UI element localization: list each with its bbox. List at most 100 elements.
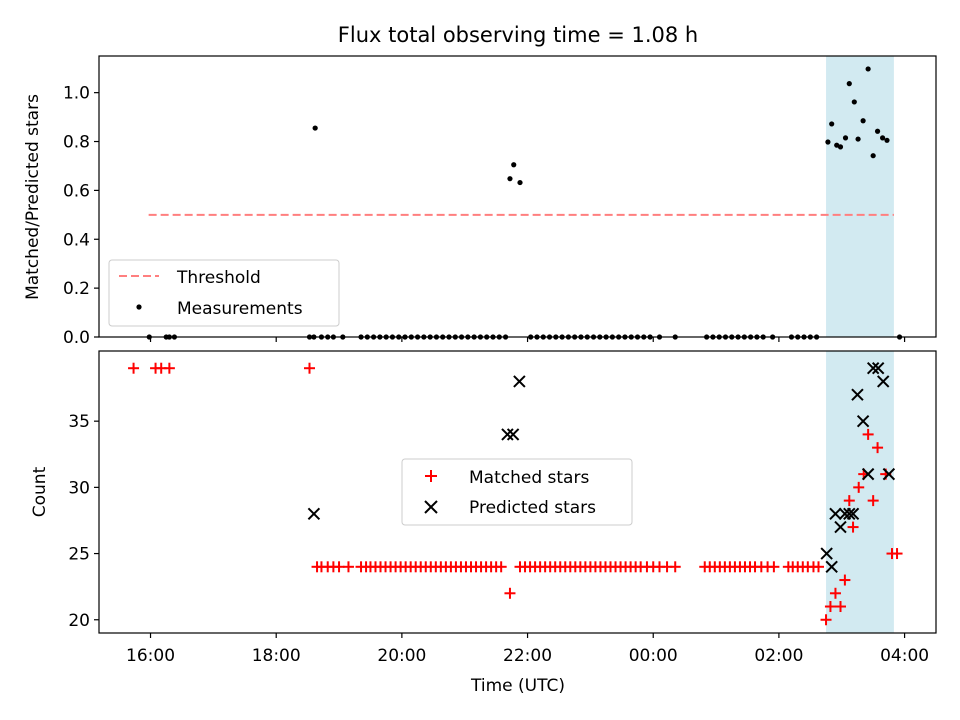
x-tick-label: 04:00 xyxy=(880,646,929,666)
top-y-tick-label: 1.0 xyxy=(63,84,90,104)
matched-star-marker xyxy=(669,561,681,573)
bottom-y-axis: 20 25 30 35 xyxy=(68,412,99,631)
predicted-star-marker xyxy=(513,375,526,388)
predicted-star-marker xyxy=(506,428,520,441)
matched-star-marker xyxy=(872,442,884,454)
legend-measurements-swatch xyxy=(136,304,142,310)
bottom-y-tick-label: 30 xyxy=(68,478,90,498)
top-highlight-span xyxy=(826,56,894,337)
matched-star-marker xyxy=(768,561,780,573)
x-axis-label: Time (UTC) xyxy=(470,676,565,696)
matched-star-marker xyxy=(333,561,345,573)
matched-star-marker xyxy=(834,601,846,613)
measurement-point xyxy=(511,162,517,168)
predicted-star-marker xyxy=(851,388,864,401)
bottom-y-tick-label: 35 xyxy=(68,412,90,432)
bottom-legend: Matched stars Predicted stars xyxy=(401,458,633,526)
measurement-point xyxy=(825,139,831,145)
top-y-tick-label: 0.6 xyxy=(63,181,90,201)
x-tick-label: 20:00 xyxy=(377,646,426,666)
legend-threshold-label: Threshold xyxy=(176,268,261,288)
legend-matched-swatch xyxy=(425,470,437,482)
x-tick-label: 18:00 xyxy=(252,646,301,666)
matched-star-marker xyxy=(829,587,841,599)
measurement-point xyxy=(855,136,861,142)
measurement-point xyxy=(517,179,523,186)
matched-star-marker xyxy=(342,561,354,573)
legend-predicted-swatch xyxy=(424,500,438,514)
measurement-point xyxy=(860,118,866,124)
legend-predicted-label: Predicted stars xyxy=(469,498,596,518)
predicted-star-marker xyxy=(829,507,842,521)
matched-star-marker xyxy=(820,614,832,626)
measurement-point xyxy=(507,176,513,182)
predicted-star-marker xyxy=(843,507,856,521)
top-plot-frame xyxy=(98,55,937,338)
matched-star-marker xyxy=(304,362,316,374)
measurement-point xyxy=(837,144,844,150)
measurement-point xyxy=(312,125,318,131)
legend-measurements-label: Measurements xyxy=(177,299,303,319)
matched-star-marker xyxy=(504,587,516,599)
predicted-star-marker xyxy=(501,428,514,441)
predicted-star-marker xyxy=(307,507,321,521)
measurement-point xyxy=(829,121,835,127)
matched-star-marker xyxy=(891,548,903,560)
legend-matched-label: Matched stars xyxy=(469,468,589,488)
matched-star-marker xyxy=(128,362,140,374)
predicted-star-marker xyxy=(825,560,838,574)
bottom-panel: 20 25 30 35 16:00 18:00 20:00 22:00 00:00 02:00 0… xyxy=(30,350,937,696)
matched-star-marker xyxy=(862,428,874,440)
measurement-point xyxy=(874,128,881,134)
bottom-plot-frame xyxy=(98,350,937,634)
bottom-y-tick-label: 20 xyxy=(68,611,90,631)
measurement-point xyxy=(846,81,852,87)
top-y-tick-label: 0.0 xyxy=(63,328,90,348)
measurement-point xyxy=(884,137,890,143)
measurement-point xyxy=(842,135,849,141)
chart-title: Flux total observing time = 1.08 h xyxy=(338,23,698,47)
bottom-legend-box xyxy=(401,458,633,526)
measurement-point xyxy=(865,66,871,72)
top-y-tick-label: 0.4 xyxy=(63,230,90,250)
x-tick-label: 02:00 xyxy=(754,646,803,666)
predicted-star-marker xyxy=(861,467,875,481)
top-panel: 0.0 0.2 0.4 0.6 0.8 1.0 Matched/Predicted sta… xyxy=(23,55,937,348)
measurement-point xyxy=(851,99,857,105)
matched-star-marker xyxy=(853,481,865,493)
matched-star-marker xyxy=(839,574,851,586)
matched-star-marker xyxy=(812,561,824,573)
bottom-x-axis: 16:00 18:00 20:00 22:00 00:00 02:00 04:00 xyxy=(126,633,929,666)
matched-star-marker xyxy=(495,561,507,573)
predicted-star-marker xyxy=(882,467,896,481)
top-legend: Threshold Measurements xyxy=(108,259,340,327)
predicted-star-marker xyxy=(834,520,847,534)
x-tick-label: 22:00 xyxy=(503,646,552,666)
matched-star-marker xyxy=(163,362,175,374)
x-tick-label: 00:00 xyxy=(629,646,678,666)
bottom-y-tick-label: 25 xyxy=(68,545,90,565)
matched-star-marker xyxy=(824,601,836,613)
matched-star-marker xyxy=(843,495,855,507)
matched-stars-points xyxy=(128,362,903,626)
predicted-stars-points xyxy=(307,362,896,574)
x-tick-label: 16:00 xyxy=(126,646,175,666)
predicted-star-marker xyxy=(856,414,870,428)
bottom-y-label: Count xyxy=(30,466,50,517)
predicted-star-marker xyxy=(871,362,885,375)
measurement-point xyxy=(879,135,886,141)
top-y-axis: 0.0 0.2 0.4 0.6 0.8 1.0 xyxy=(63,84,99,348)
predicted-star-marker xyxy=(820,547,833,560)
predicted-star-marker xyxy=(846,507,860,521)
top-y-label: Matched/Predicted stars xyxy=(23,94,43,300)
top-legend-box xyxy=(108,259,340,327)
predicted-star-marker xyxy=(866,362,880,375)
measurement-point xyxy=(870,153,876,159)
predicted-star-marker xyxy=(877,375,890,388)
matched-star-marker xyxy=(847,521,859,533)
top-y-tick-label: 0.8 xyxy=(63,133,90,153)
top-x-ticks xyxy=(149,337,906,342)
matched-star-marker xyxy=(867,495,879,507)
top-y-tick-label: 0.2 xyxy=(63,279,90,299)
